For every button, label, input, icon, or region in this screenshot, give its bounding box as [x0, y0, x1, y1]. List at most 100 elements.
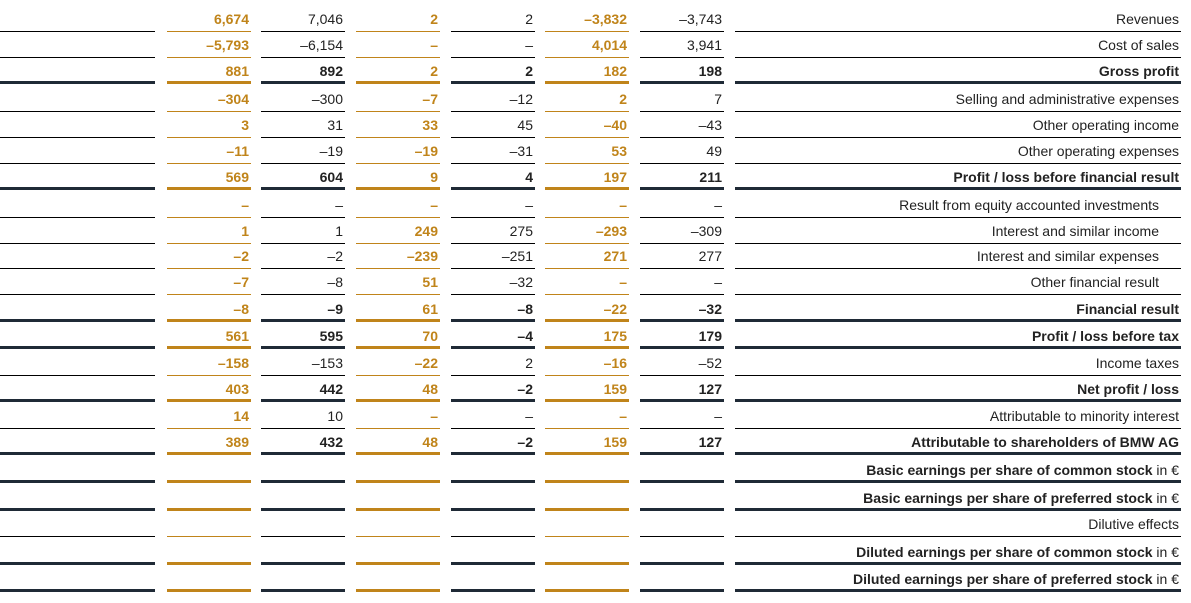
value-cell: 49 — [640, 138, 724, 164]
value-cell: –4 — [451, 323, 535, 349]
row-label-text: Profit / loss before tax — [1031, 328, 1179, 344]
row-label-text: Gross profit — [1098, 63, 1179, 79]
value-cell: 1 — [261, 218, 345, 244]
value-cell — [167, 566, 251, 592]
value-cell — [545, 457, 629, 483]
value-cell: – — [545, 192, 629, 218]
value-cell: – — [640, 403, 724, 429]
blank-cell — [0, 566, 155, 592]
row-label-text: Other operating expenses — [1017, 143, 1179, 159]
row-label: Profit / loss before financial result — [735, 164, 1181, 190]
value-cell: 6,674 — [167, 6, 251, 32]
value-cell: 48 — [356, 429, 440, 455]
row-label-text: Basic earnings per share of common stock — [866, 462, 1153, 478]
value-cell: 604 — [261, 164, 345, 190]
value-cell: 14 — [167, 403, 251, 429]
value-cell: – — [451, 403, 535, 429]
value-cell: –31 — [451, 138, 535, 164]
value-cell: –2 — [451, 429, 535, 455]
row-label-text: Attributable to shareholders of BMW AG — [911, 434, 1179, 450]
value-cell: 7 — [640, 86, 724, 112]
value-cell: 197 — [545, 164, 629, 190]
value-cell: –19 — [356, 138, 440, 164]
value-cell — [545, 511, 629, 537]
value-cell: 3 — [167, 112, 251, 138]
row-label: Other operating expenses — [735, 138, 1181, 164]
row-label: Attributable to shareholders of BMW AG — [735, 429, 1181, 455]
row-label: Net profit / loss — [735, 376, 1181, 402]
blank-cell — [0, 164, 155, 190]
table-row: –8 –9 61 –8 –22 –32 Financial result — [0, 296, 1191, 322]
table-row: Basic earnings per share of common stock… — [0, 457, 1191, 483]
value-cell — [167, 457, 251, 483]
value-cell: 2 — [356, 6, 440, 32]
value-cell — [167, 511, 251, 537]
blank-cell — [0, 32, 155, 58]
value-cell: –22 — [545, 296, 629, 322]
value-cell: 53 — [545, 138, 629, 164]
row-label-text: Interest and similar income — [991, 223, 1159, 239]
value-cell: – — [451, 192, 535, 218]
value-cell: – — [451, 32, 535, 58]
table-row: 881 892 2 2 182 198 Gross profit — [0, 58, 1191, 84]
value-cell: 127 — [640, 376, 724, 402]
value-cell: –309 — [640, 218, 724, 244]
row-label-unit: in € — [1152, 462, 1179, 478]
blank-cell — [0, 243, 155, 269]
value-cell — [261, 457, 345, 483]
table-row: Basic earnings per share of preferred st… — [0, 485, 1191, 511]
value-cell: – — [640, 192, 724, 218]
value-cell: 2 — [356, 58, 440, 84]
table-row: – – – – – – Result from equity accounted inves… — [0, 192, 1191, 218]
value-cell — [640, 511, 724, 537]
table-row: –158 –153 –22 2 –16 –52 Income taxes — [0, 350, 1191, 376]
value-cell: –11 — [167, 138, 251, 164]
value-cell: –293 — [545, 218, 629, 244]
blank-cell — [0, 6, 155, 32]
row-label-text: Profit / loss before financial result — [953, 169, 1179, 185]
value-cell: 249 — [356, 218, 440, 244]
value-cell: 271 — [545, 243, 629, 269]
value-cell: 9 — [356, 164, 440, 190]
value-cell — [545, 539, 629, 565]
value-cell: –158 — [167, 350, 251, 376]
value-cell — [356, 566, 440, 592]
row-label: Revenues — [735, 6, 1181, 32]
row-label: Cost of sales — [735, 32, 1181, 58]
value-cell — [451, 457, 535, 483]
blank-cell — [0, 429, 155, 455]
value-cell: –22 — [356, 350, 440, 376]
row-label: Interest and similar income — [735, 218, 1181, 244]
value-cell: 389 — [167, 429, 251, 455]
blank-cell — [0, 112, 155, 138]
blank-cell — [0, 58, 155, 84]
value-cell: –16 — [545, 350, 629, 376]
table-row: 569 604 9 4 197 211 Profit / loss before finan… — [0, 164, 1191, 190]
row-label-text: Other financial result — [1030, 274, 1159, 290]
row-label-text: Dilutive effects — [1088, 516, 1179, 532]
value-cell: –40 — [545, 112, 629, 138]
value-cell: 159 — [545, 429, 629, 455]
value-cell: 1 — [167, 218, 251, 244]
row-label-text: Revenues — [1115, 11, 1179, 27]
value-cell: –32 — [640, 296, 724, 322]
value-cell — [356, 539, 440, 565]
value-cell — [261, 511, 345, 537]
value-cell: 48 — [356, 376, 440, 402]
blank-cell — [0, 539, 155, 565]
row-label-text: Net profit / loss — [1077, 381, 1179, 397]
table-row: Diluted earnings per share of preferred … — [0, 566, 1191, 592]
value-cell: 2 — [545, 86, 629, 112]
row-label-unit: in € — [1152, 571, 1179, 587]
row-label-text: Diluted earnings per share of common sto… — [856, 544, 1153, 560]
row-label: Diluted earnings per share of preferred … — [735, 566, 1181, 592]
value-cell: –7 — [167, 269, 251, 295]
value-cell: 432 — [261, 429, 345, 455]
blank-cell — [0, 138, 155, 164]
table-row: 403 442 48 –2 159 127 Net profit / loss — [0, 376, 1191, 402]
value-cell: –2 — [261, 243, 345, 269]
value-cell — [167, 539, 251, 565]
table-row: –5,793 –6,154– –4,014 3,941 Cost of sales — [0, 32, 1191, 58]
table-row: –2 –2 –239 –251 271 277 Interest and similar e… — [0, 243, 1191, 269]
blank-cell — [0, 218, 155, 244]
